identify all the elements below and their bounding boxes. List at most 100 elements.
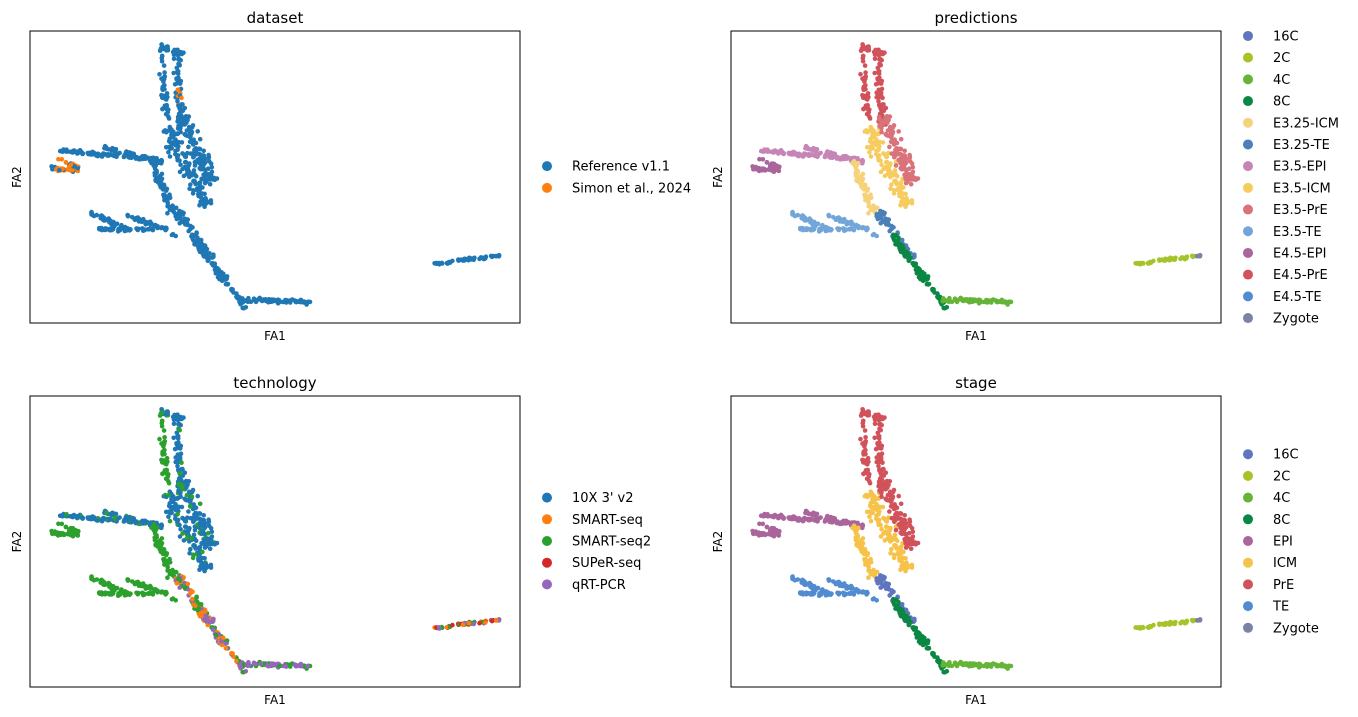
data-point [202, 197, 208, 202]
data-point [219, 275, 224, 280]
data-point [989, 662, 994, 667]
data-point [867, 194, 872, 200]
legend-label: E3.5-ICM [1273, 181, 1331, 196]
data-point [162, 439, 168, 444]
data-point [109, 227, 114, 233]
data-point [70, 150, 75, 155]
data-point [196, 511, 202, 516]
data-point [157, 546, 163, 552]
data-point [880, 504, 886, 510]
data-point [102, 218, 107, 223]
data-point [978, 299, 983, 305]
data-point [876, 147, 881, 152]
data-point [876, 87, 882, 93]
data-point [277, 299, 282, 305]
data-point [489, 254, 495, 260]
data-point [147, 221, 152, 227]
data-point [901, 549, 906, 555]
data-point [860, 53, 866, 59]
data-point [846, 226, 852, 232]
data-point [866, 46, 871, 51]
data-point [760, 521, 766, 527]
data-point [178, 106, 183, 111]
legend-label: E3.25-ICM [1273, 116, 1339, 131]
y-axis-label: FA2 [711, 166, 725, 188]
data-point [899, 559, 905, 565]
data-point [818, 150, 823, 156]
data-point [192, 543, 197, 549]
data-point [134, 519, 139, 524]
data-point [858, 72, 863, 77]
data-point [860, 171, 866, 177]
data-point [858, 436, 863, 442]
data-point [855, 160, 861, 166]
data-point [203, 201, 209, 207]
legend-label: E4.5-TE [1273, 290, 1322, 305]
data-point [769, 527, 775, 532]
data-point [765, 512, 770, 517]
legend-label: Reference v1.1 [572, 160, 670, 175]
data-point [887, 509, 892, 514]
data-point [89, 574, 94, 579]
legend-marker [1243, 182, 1253, 193]
data-point [165, 575, 170, 580]
data-point [906, 530, 912, 536]
data-point [60, 149, 65, 154]
data-point [800, 225, 805, 231]
data-point [174, 76, 179, 81]
data-point [868, 571, 874, 577]
data-point [1167, 256, 1173, 262]
data-point [160, 449, 165, 455]
data-point [187, 539, 192, 544]
data-point [884, 524, 890, 529]
data-point [187, 174, 192, 180]
data-point [809, 152, 815, 158]
data-point [163, 509, 169, 515]
data-point [182, 105, 188, 111]
data-point [240, 305, 245, 311]
data-point [175, 154, 180, 160]
data-point [131, 516, 136, 521]
data-point [200, 528, 206, 534]
data-point [881, 466, 886, 472]
data-point [197, 567, 202, 572]
data-point [57, 168, 62, 173]
data-point [214, 176, 220, 181]
data-point [205, 166, 211, 171]
data-point [1184, 256, 1189, 261]
data-point [876, 69, 882, 74]
data-point [751, 531, 756, 537]
data-point [223, 641, 228, 646]
data-point [860, 541, 866, 546]
data-point [158, 225, 164, 231]
data-point [1194, 253, 1200, 259]
chart-title: stage [955, 374, 997, 392]
data-point [776, 513, 782, 519]
data-point [848, 585, 853, 591]
data-point [175, 99, 180, 104]
data-point [94, 577, 100, 582]
legend-marker [1243, 269, 1253, 280]
data-point [205, 530, 211, 536]
data-point [872, 435, 877, 441]
data-point [184, 485, 189, 490]
data-point [886, 530, 891, 535]
legend-marker [542, 536, 552, 546]
data-point [835, 580, 841, 586]
panel-predictions: predictions FA1 FA2 16C 2C 4C 8C E3.25-ICM E3.25… [711, 9, 1339, 343]
legend-marker [542, 182, 552, 193]
data-point [831, 579, 836, 584]
data-point [99, 590, 104, 595]
data-point [164, 97, 169, 102]
data-point [182, 115, 187, 120]
data-point [969, 299, 975, 305]
data-point [142, 591, 147, 597]
data-point [885, 485, 890, 490]
data-point [50, 167, 55, 172]
data-point [190, 589, 195, 594]
data-point [208, 525, 214, 531]
data-point [891, 555, 897, 561]
data-point [193, 239, 198, 244]
legend-label: 8C [1273, 95, 1290, 110]
